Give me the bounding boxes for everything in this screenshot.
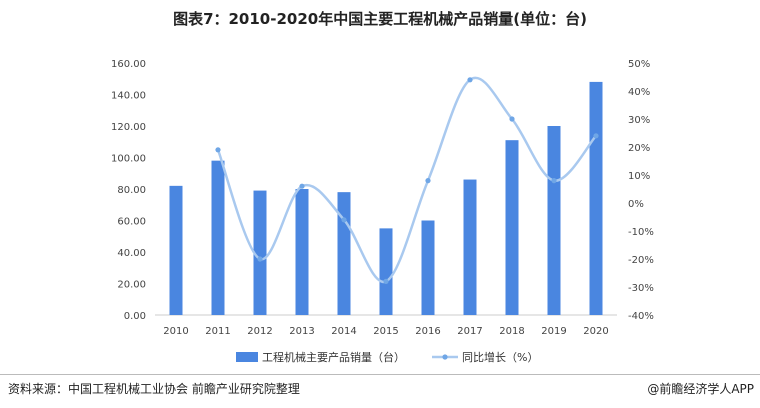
line-series [215, 76, 599, 284]
line-point [425, 178, 431, 184]
line-point [257, 256, 263, 262]
bar [169, 185, 183, 315]
x-axis-ticks: 2010 2011 2012 2013 2014 2015 2016 2017 2018 2019… [163, 326, 608, 337]
left-axis-ticks: 0.00 20.00 40.00 60.00 80.00 100.00 120.00 140.… [111, 59, 146, 322]
line-point [467, 77, 473, 83]
x-tick-label: 2018 [499, 326, 524, 337]
left-tick-label: 20.00 [117, 280, 146, 291]
x-tick-label: 2010 [163, 326, 188, 337]
bar [295, 189, 309, 315]
bar [505, 140, 519, 315]
source-text: 资料来源：中国工程机械工业协会 前瞻产业研究院整理 [8, 382, 300, 396]
left-tick-label: 140.00 [111, 91, 146, 102]
x-tick-label: 2017 [457, 326, 482, 337]
bar [421, 220, 435, 315]
bar [379, 228, 393, 315]
x-tick-label: 2016 [415, 326, 440, 337]
left-tick-label: 100.00 [111, 154, 146, 165]
left-tick-label: 120.00 [111, 122, 146, 133]
left-tick-label: 0.00 [124, 311, 146, 322]
bar [589, 81, 603, 316]
left-tick-label: 80.00 [117, 185, 146, 196]
chart-title: 图表7：2010-2020年中国主要工程机械产品销量(单位：台) [173, 10, 587, 28]
line-point [299, 183, 305, 189]
legend-line-marker [442, 354, 448, 360]
right-tick-label: 0% [628, 199, 644, 210]
line-point [215, 147, 221, 153]
legend-bar-label: 工程机械主要产品销量（台） [262, 350, 405, 364]
right-tick-label: -30% [628, 283, 654, 294]
brand-text: @前瞻经济学人APP [647, 382, 754, 396]
x-tick-label: 2013 [289, 326, 314, 337]
bar [547, 126, 561, 315]
x-tick-label: 2012 [247, 326, 272, 337]
right-tick-label: -10% [628, 227, 654, 238]
right-tick-label: -20% [628, 255, 654, 266]
bar [211, 160, 225, 315]
right-tick-label: 50% [628, 59, 650, 70]
line-point [509, 116, 515, 122]
line-point [341, 217, 347, 223]
growth-line [216, 76, 597, 283]
bar [337, 192, 351, 315]
x-tick-label: 2014 [331, 326, 356, 337]
left-tick-label: 60.00 [117, 217, 146, 228]
line-point [551, 178, 557, 184]
right-tick-label: 20% [628, 143, 650, 154]
x-tick-label: 2011 [205, 326, 230, 337]
right-tick-label: 30% [628, 115, 650, 126]
bar [463, 179, 477, 315]
line-point [593, 133, 599, 139]
legend: 工程机械主要产品销量（台） 同比增长（%） [236, 350, 538, 364]
right-axis-ticks: -40% -30% -20% -10% 0% 10% 20% 30% 40% 50% [628, 59, 654, 322]
footer: 资料来源：中国工程机械工业协会 前瞻产业研究院整理 @前瞻经济学人APP [0, 374, 760, 408]
line-point [383, 278, 389, 284]
footer-divider [0, 374, 760, 375]
right-tick-label: 10% [628, 171, 650, 182]
legend-line-label: 同比增长（%） [462, 350, 538, 364]
legend-bar-swatch [236, 352, 258, 362]
right-tick-label: -40% [628, 311, 654, 322]
left-tick-label: 160.00 [111, 59, 146, 70]
x-tick-label: 2019 [541, 326, 566, 337]
bar [253, 190, 267, 315]
right-tick-label: 40% [628, 87, 650, 98]
left-tick-label: 40.00 [117, 248, 146, 259]
chart-area: 0.00 20.00 40.00 60.00 80.00 100.00 120.00 140.… [111, 59, 654, 364]
x-tick-label: 2020 [583, 326, 608, 337]
x-tick-label: 2015 [373, 326, 398, 337]
